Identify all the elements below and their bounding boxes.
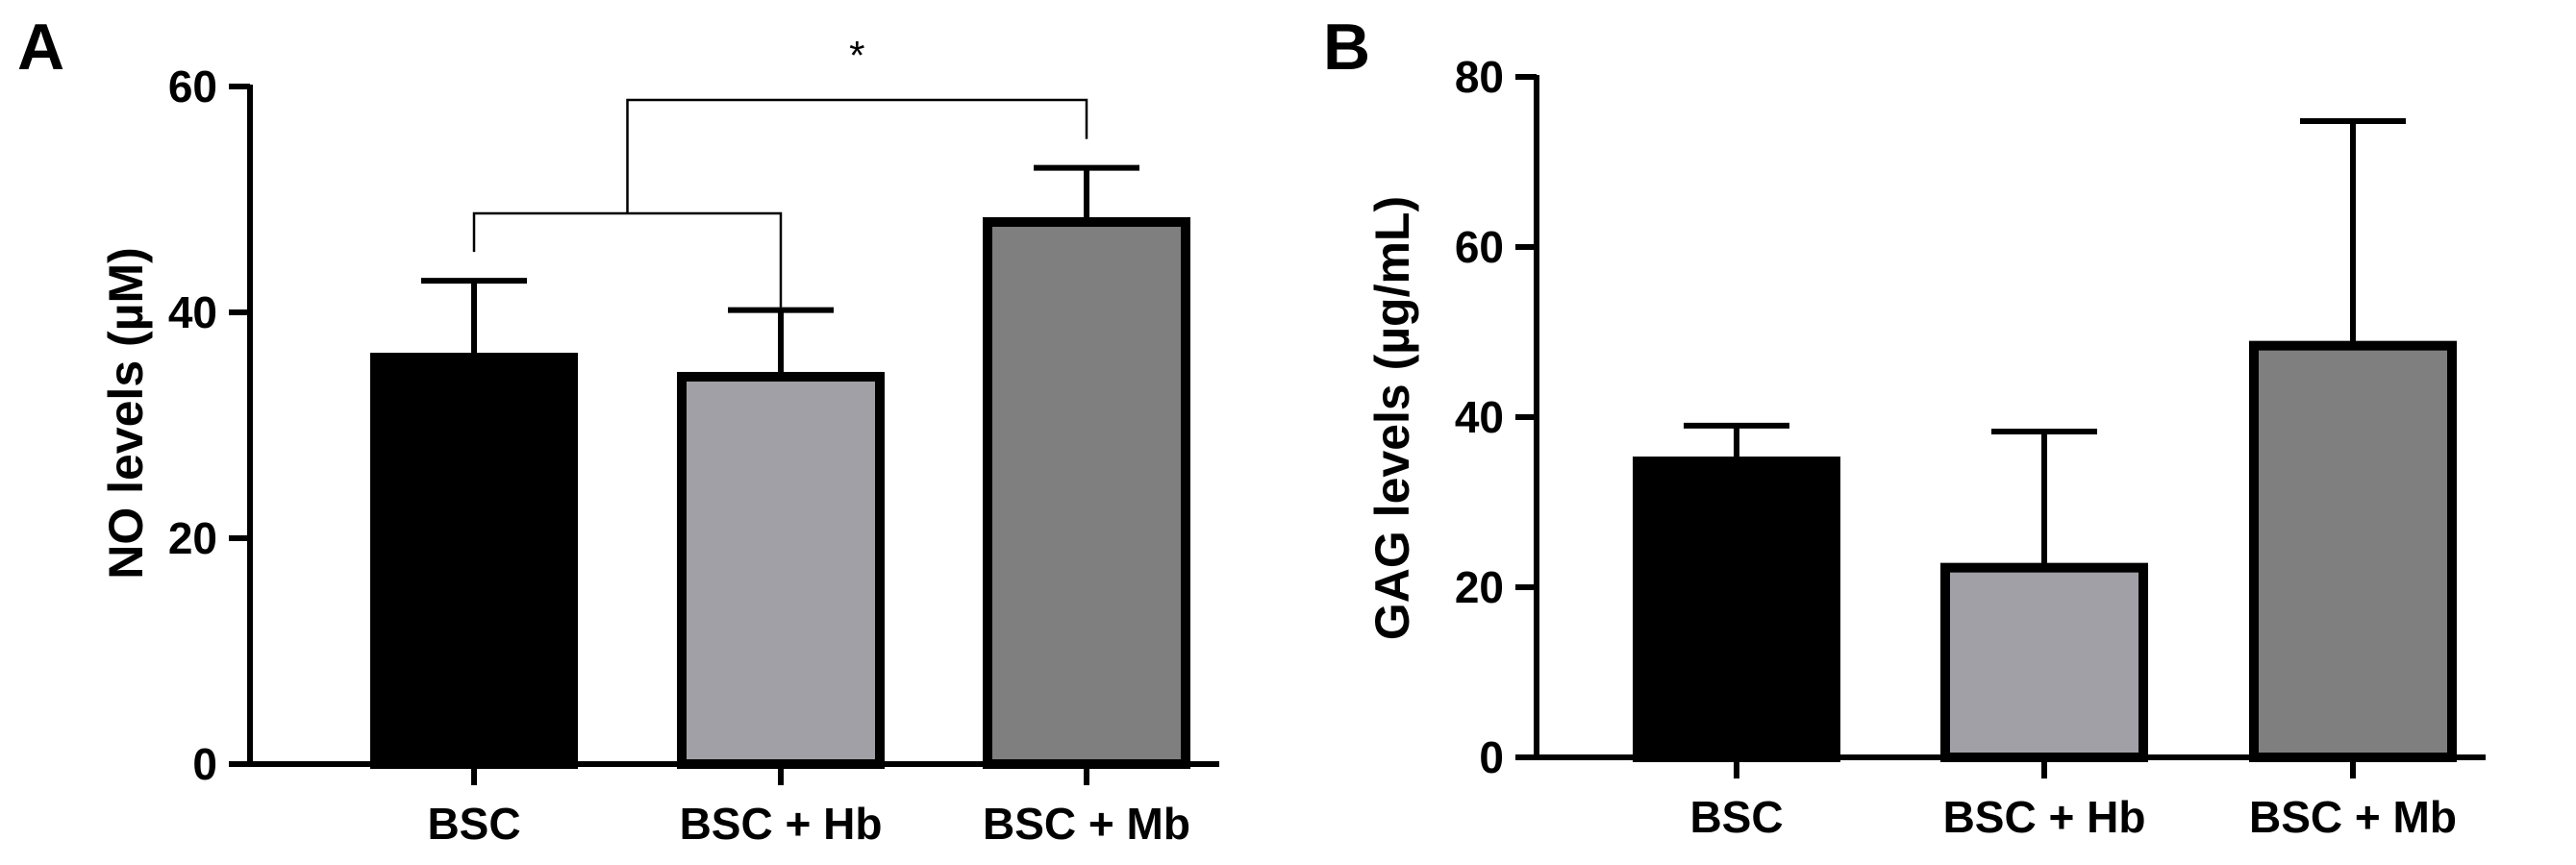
category-labels-b: BSC BSC + Hb BSC + Mb [1689,792,2457,842]
bar [1633,457,1840,762]
panel-a: A NO levels (µM) 0 20 40 60 BSC BSC + Hb BSC … [17,11,1219,849]
y-axis-title-a: NO levels (µM) [99,247,153,580]
x-category-label: BSC [1689,792,1783,842]
plot-area-b [1515,74,2486,778]
bar [677,371,885,769]
y-tick-label: 80 [1455,52,1504,102]
bar [2249,340,2457,762]
significance-bracket-a: * [472,33,1088,308]
y-tick-label: 0 [1479,732,1504,782]
y-tick-label: 60 [1455,222,1504,272]
panel-label-b: B [1323,11,1370,84]
y-tick-labels-a: 0 20 40 60 [168,62,217,789]
x-category-label: BSC + Mb [2249,792,2457,842]
panel-label-a: A [17,11,64,84]
y-tick-label: 0 [192,739,217,789]
x-category-label: BSC + Hb [1943,792,2146,842]
bracket-lower [472,211,783,308]
y-tick-label: 60 [168,62,217,111]
x-category-label: BSC [427,799,520,849]
y-tick-label: 40 [1455,392,1504,442]
y-axis-title-b: GAG levels (µg/mL) [1365,196,1419,640]
bracket-upper [626,98,1088,213]
plot-area-a [229,84,1219,785]
y-tick-label: 20 [168,513,217,563]
bar [370,353,578,769]
significance-label: * [849,33,864,78]
y-tick-labels-b: 0 20 40 60 80 [1455,52,1504,782]
x-category-label: BSC + Hb [680,799,883,849]
bar [1940,562,2148,763]
panel-b: B GAG levels (µg/mL) 0 20 40 60 80 BSC BSC + … [1323,11,2486,842]
bar [983,217,1190,769]
x-category-label: BSC + Mb [983,799,1190,849]
y-tick-label: 40 [168,287,217,337]
category-labels-a: BSC BSC + Hb BSC + Mb [427,799,1190,849]
y-tick-label: 20 [1455,562,1504,612]
